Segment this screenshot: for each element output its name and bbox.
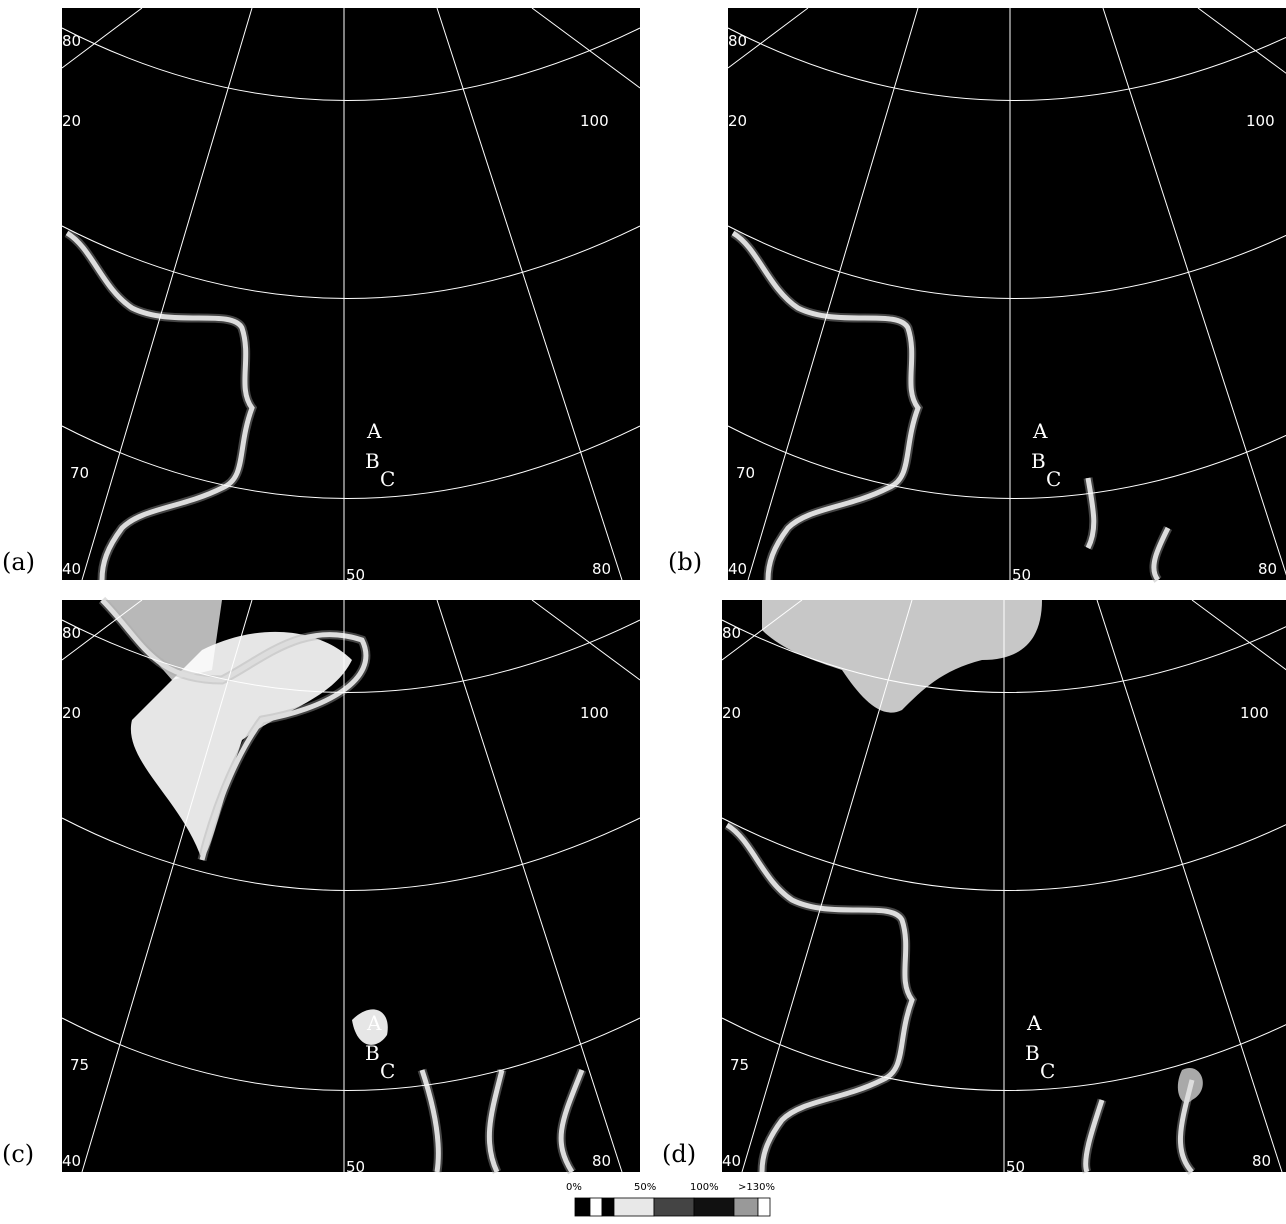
grid-label: 40 — [62, 560, 81, 578]
map-background — [62, 8, 640, 580]
colorbar-segment — [694, 1198, 734, 1216]
figure: 802010070405080ABC(a)802010070405080ABC(… — [0, 0, 1286, 1224]
grid-label: 80 — [62, 32, 81, 50]
site-marker: B — [365, 1041, 380, 1065]
grid-label: 50 — [346, 566, 365, 584]
grid-label: 70 — [70, 464, 89, 482]
colorbar: 0% 50% 100% >130% — [566, 1182, 775, 1216]
colorbar-label: >130% — [738, 1182, 775, 1193]
grid-label: 80 — [722, 624, 741, 642]
grid-label: 80 — [592, 560, 611, 578]
colorbar-segment — [575, 1198, 590, 1216]
grid-label: 100 — [580, 704, 609, 722]
grid-label: 20 — [722, 704, 741, 722]
grid-label: 100 — [580, 112, 609, 130]
map-panel: 80 20 100 75 40 50 80 ABC — [722, 600, 1286, 1176]
colorbar-label: 0% — [566, 1182, 582, 1193]
site-marker: A — [366, 419, 382, 443]
panel-label: (d) — [662, 1140, 696, 1168]
grid-label: 80 — [1252, 1152, 1271, 1170]
grid-label: 75 — [730, 1056, 749, 1074]
site-marker: B — [365, 449, 380, 473]
colorbar-segment — [654, 1198, 694, 1216]
grid-label: 100 — [1246, 112, 1275, 130]
site-marker: A — [1032, 419, 1048, 443]
site-marker: C — [1046, 467, 1061, 491]
grid-label: 40 — [722, 1152, 741, 1170]
page: {"panels": [ {"label": "(a)", "grid_labe… — [0, 0, 1286, 1224]
grid-label: 40 — [728, 560, 747, 578]
grid-label: 20 — [728, 112, 747, 130]
grid-label: 75 — [70, 1056, 89, 1074]
colorbar-segment — [590, 1198, 602, 1216]
colorbar-segment — [734, 1198, 758, 1216]
grid-label: 70 — [736, 464, 755, 482]
grid-label: 80 — [62, 624, 81, 642]
colorbar-segment — [758, 1198, 770, 1216]
panel-label: (a) — [2, 548, 35, 576]
grid-label: 80 — [728, 32, 747, 50]
panel-label: (c) — [2, 1140, 34, 1168]
grid-label: 80 — [592, 1152, 611, 1170]
site-marker: A — [366, 1011, 382, 1035]
colorbar-label: 100% — [690, 1182, 719, 1193]
colorbar-label: 50% — [634, 1182, 656, 1193]
grid-label: 80 — [1258, 560, 1277, 578]
grid-label: 50 — [1006, 1158, 1025, 1176]
grid-label: 100 — [1240, 704, 1269, 722]
site-marker: B — [1031, 449, 1046, 473]
panel-label: (b) — [668, 548, 702, 576]
grid-label: 50 — [1012, 566, 1031, 584]
grid-label: 20 — [62, 112, 81, 130]
site-marker: C — [380, 1059, 395, 1083]
site-marker: B — [1025, 1041, 1040, 1065]
grid-label: 40 — [62, 1152, 81, 1170]
map-panel: 80 20 100 70 40 50 80 ABC — [62, 8, 640, 584]
map-background — [728, 8, 1286, 580]
site-marker: A — [1026, 1011, 1042, 1035]
grid-label: 20 — [62, 704, 81, 722]
site-marker: C — [380, 467, 395, 491]
colorbar-segment — [614, 1198, 654, 1216]
grid-label: 50 — [346, 1158, 365, 1176]
map-panel: 80 20 100 75 40 50 80 ABC — [62, 600, 640, 1176]
map-panel: 80 20 100 70 40 50 80 ABC — [728, 8, 1286, 584]
colorbar-segment — [602, 1198, 614, 1216]
site-marker: C — [1040, 1059, 1055, 1083]
